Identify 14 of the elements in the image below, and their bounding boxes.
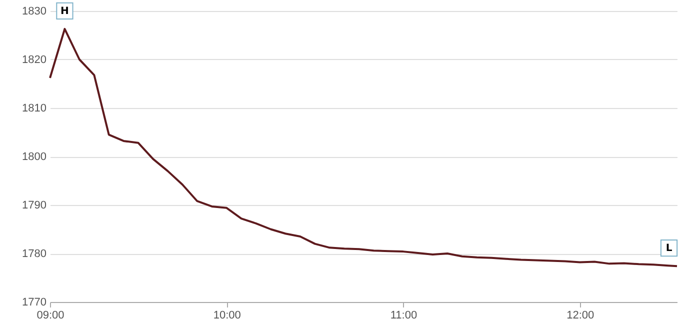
y-tick-label: 1820 [22, 54, 46, 66]
y-tick-label: 1810 [22, 102, 46, 114]
annotation: L [666, 243, 673, 254]
annotation: H [60, 6, 69, 17]
y-tick-label: 1770 [22, 296, 46, 308]
y-tick-label: 1790 [22, 200, 46, 212]
y-tick-label: 1780 [22, 248, 46, 260]
x-tick-label: 09:00 [36, 310, 64, 322]
y-tick-label: 1800 [22, 151, 46, 163]
line-series [49, 28, 678, 268]
x-tick-label: 12:00 [566, 310, 594, 322]
x-tick-label: 11:00 [390, 310, 418, 322]
x-tick-label: 10:00 [213, 310, 241, 322]
y-tick-label: 1830 [22, 6, 46, 18]
